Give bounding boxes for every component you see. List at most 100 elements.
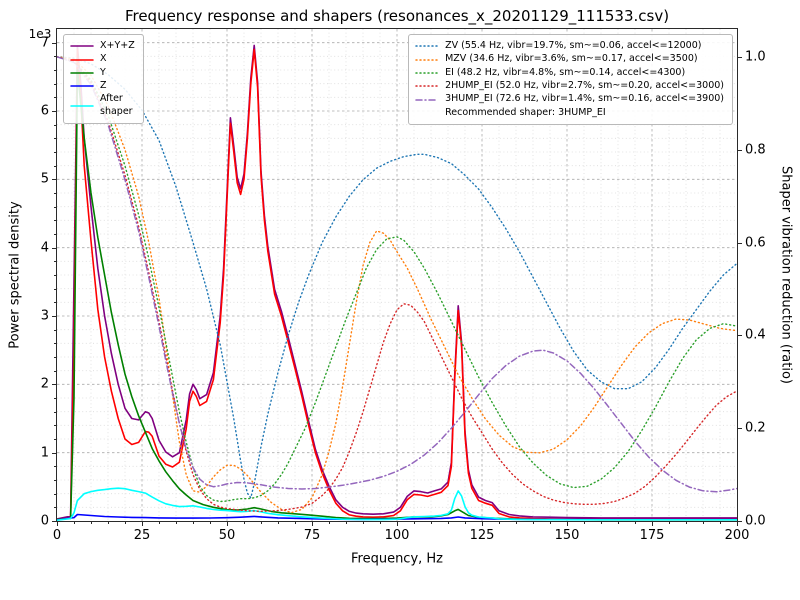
- x-minor-tick-mark: [193, 521, 194, 524]
- y-left-minor-tick-mark: [54, 425, 57, 427]
- legend-item-mzv-label: MZV (34.6 Hz, vibr=3.6%, sm~=0.17, accel…: [445, 53, 698, 65]
- x-minor-tick-mark: [295, 521, 296, 524]
- chart-title: Frequency response and shapers (resonanc…: [124, 7, 670, 25]
- y-right-tick-label: 0.2: [745, 420, 766, 436]
- y-left-minor-tick-mark: [54, 275, 57, 276]
- y-left-minor-tick-mark: [54, 370, 57, 372]
- x-minor-tick-mark: [74, 521, 75, 524]
- y-axis-label-right: Shaper vibration reduction (ratio): [778, 166, 794, 384]
- x-tick-mark: [482, 521, 483, 526]
- x-tick-mark: [227, 521, 228, 526]
- y-left-tick-label: 0: [40, 513, 49, 529]
- legend-item-mzv: MZV (34.6 Hz, vibr=3.6%, sm~=0.17, accel…: [415, 53, 724, 65]
- x-tick-mark: [142, 521, 143, 526]
- y-left-minor-tick-mark: [54, 480, 57, 481]
- x-tick-label: 50: [218, 528, 236, 543]
- x-minor-tick-mark: [720, 521, 721, 524]
- legend-item-y: Y: [70, 67, 135, 79]
- legend-item-ei: EI (48.2 Hz, vibr=4.8%, sm~=0.14, accel<…: [415, 67, 724, 79]
- legend-item-z-label: Z: [100, 80, 107, 92]
- x-minor-tick-mark: [176, 521, 177, 524]
- legend-item-3hump-ei-line-sample: [415, 95, 439, 105]
- y-left-tick-mark: [52, 247, 57, 249]
- legend-item-x-label: X: [100, 53, 107, 65]
- x-minor-tick-mark: [414, 521, 415, 524]
- x-tick-mark: [567, 521, 568, 526]
- y-left-tick-label: 7: [40, 35, 49, 51]
- y-left-tick-mark: [52, 316, 57, 317]
- x-minor-tick-mark: [618, 521, 619, 524]
- x-axis-label: Frequency, Hz: [350, 551, 444, 567]
- series-2hump-ei: [57, 56, 737, 512]
- y-left-minor-tick-mark: [54, 56, 57, 58]
- y-right-tick-label: 0.0: [745, 513, 766, 529]
- x-minor-tick-mark: [499, 521, 500, 524]
- x-tick-mark: [397, 521, 398, 526]
- legend-item-recommended-shaper: Recommended shaper: 3HUMP_EI: [415, 107, 724, 119]
- y-right-tick-label: 0.8: [745, 142, 766, 158]
- y-left-minor-tick-mark: [54, 343, 57, 345]
- x-tick-label: 175: [639, 528, 665, 543]
- x-tick-label: 150: [554, 528, 580, 543]
- y-right-tick-mark: [737, 242, 742, 244]
- legend-item-z-line-sample: [70, 81, 94, 91]
- y-left-tick-mark: [52, 111, 57, 112]
- x-minor-tick-mark: [533, 521, 534, 524]
- y-left-minor-tick-mark: [54, 138, 57, 140]
- series-zv: [57, 56, 737, 499]
- y-left-minor-tick-mark: [54, 288, 57, 290]
- y-left-tick-mark: [52, 179, 57, 181]
- legend-item-zv-label: ZV (55.4 Hz, vibr=19.7%, sm~=0.06, accel…: [445, 40, 702, 51]
- legend-item-3hump-ei-label: 3HUMP_EI (72.6 Hz, vibr=1.4%, sm~=0.16, …: [445, 93, 724, 105]
- y-left-tick-mark: [52, 521, 57, 522]
- legend-item-2hump-ei-label: 2HUMP_EI (52.0 Hz, vibr=2.7%, sm~=0.20, …: [445, 80, 724, 92]
- y-left-minor-tick-mark: [54, 152, 57, 153]
- legend-shapers: ZV (55.4 Hz, vibr=19.7%, sm~=0.06, accel…: [408, 34, 733, 126]
- x-minor-tick-mark: [108, 521, 109, 524]
- y-left-tick-label: 4: [40, 240, 49, 256]
- x-tick-label: 25: [133, 528, 151, 543]
- x-tick-label: 125: [469, 528, 495, 543]
- x-minor-tick-mark: [601, 521, 602, 524]
- y-right-tick-label: 1.0: [745, 49, 766, 65]
- x-minor-tick-mark: [244, 521, 245, 524]
- legend-item-x-y-z: X+Y+Z: [70, 40, 135, 52]
- plot-area: X+Y+Z X Y Z After shaper ZV (55.4 Hz, vibr=1…: [56, 28, 738, 522]
- y-left-tick-mark: [52, 384, 57, 386]
- legend-item-2hump-ei: 2HUMP_EI (52.0 Hz, vibr=2.7%, sm~=0.20, …: [415, 80, 724, 92]
- legend-psd: X+Y+Z X Y Z After shaper: [63, 34, 144, 125]
- y-left-tick-label: 2: [40, 376, 49, 392]
- y-right-tick-mark: [737, 521, 742, 522]
- legend-item-mzv-line-sample: [415, 55, 439, 65]
- y-left-minor-tick-mark: [54, 220, 57, 222]
- series-x: [57, 48, 737, 521]
- legend-item-ei-line-sample: [415, 68, 439, 78]
- y-left-minor-tick-mark: [54, 124, 57, 126]
- legend-item-x-y-z-line-sample: [70, 41, 94, 51]
- series-after-shaper: [57, 487, 737, 521]
- y-right-tick-label: 0.6: [745, 235, 766, 250]
- legend-item-2hump-ei-line-sample: [415, 81, 439, 91]
- y-right-tick-mark: [737, 335, 742, 337]
- y-left-minor-tick-mark: [54, 165, 57, 167]
- x-minor-tick-mark: [278, 521, 279, 524]
- y-left-minor-tick-mark: [54, 97, 57, 99]
- series-3hump-ei: [57, 56, 737, 493]
- legend-item-recommended-shaper-label: Recommended shaper: 3HUMP_EI: [445, 106, 606, 118]
- x-minor-tick-mark: [465, 521, 466, 524]
- y-left-tick-mark: [52, 452, 57, 454]
- y-left-minor-tick-mark: [54, 83, 57, 85]
- legend-item-after-shaper-line-sample: [70, 101, 94, 111]
- y-left-tick-label: 1: [40, 445, 49, 461]
- y-left-minor-tick-mark: [54, 302, 57, 304]
- x-minor-tick-mark: [125, 521, 126, 524]
- y-left-minor-tick-mark: [54, 439, 57, 440]
- series-mzv: [57, 56, 737, 514]
- y-right-tick-label: 0.4: [745, 327, 766, 343]
- x-tick-mark: [737, 521, 738, 526]
- x-tick-label: 200: [724, 528, 750, 543]
- x-tick-mark: [312, 521, 313, 526]
- y-left-minor-tick-mark: [54, 507, 57, 509]
- legend-item-y-label: Y: [100, 66, 106, 78]
- x-minor-tick-mark: [635, 521, 636, 524]
